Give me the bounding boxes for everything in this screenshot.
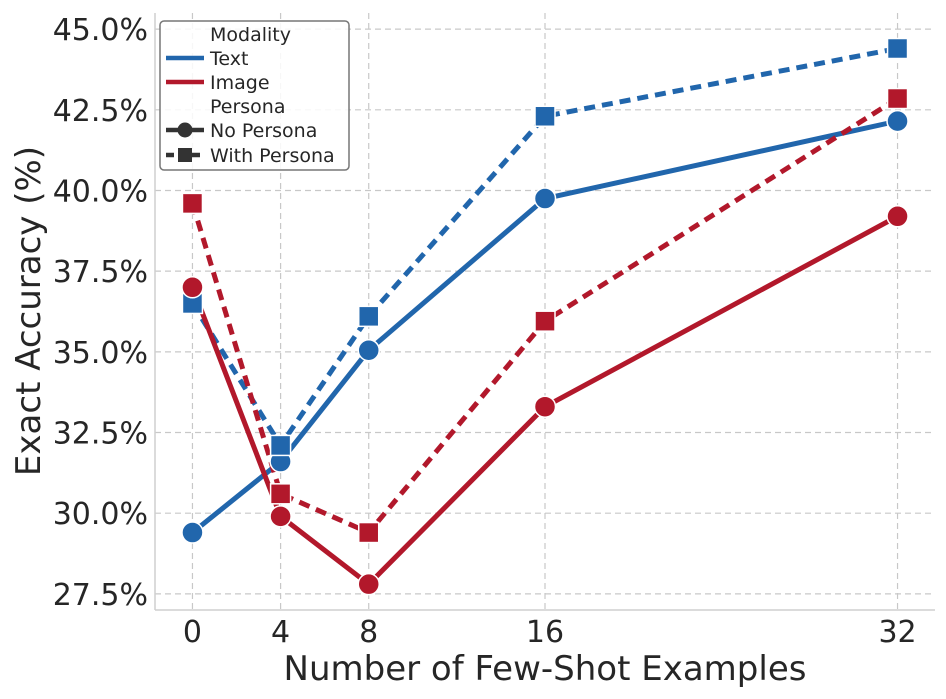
y-tick-label: 37.5% bbox=[53, 255, 148, 290]
data-point-image-no-persona bbox=[533, 395, 557, 418]
y-tick-label: 40.0% bbox=[53, 174, 148, 209]
legend-modality-title: Modality bbox=[210, 24, 291, 46]
legend-no-persona-marker bbox=[177, 122, 193, 138]
data-point-text-no-persona bbox=[357, 338, 380, 362]
data-point-image-with-persona bbox=[357, 521, 380, 544]
data-point-image-no-persona bbox=[886, 205, 909, 228]
y-tick-label: 27.5% bbox=[53, 578, 148, 613]
legend-text-label: Text bbox=[209, 48, 248, 70]
data-point-image-with-persona bbox=[886, 87, 909, 110]
y-axis-title: Exact Accuracy (%) bbox=[9, 146, 49, 476]
plot-frame bbox=[154, 13, 935, 611]
data-point-image-with-persona bbox=[269, 483, 292, 505]
x-tick-label: 8 bbox=[359, 615, 378, 650]
data-point-text-with-persona bbox=[269, 434, 292, 457]
data-point-image-no-persona bbox=[269, 505, 292, 528]
legend-with-persona-marker bbox=[178, 148, 192, 162]
y-tick-label: 45.0% bbox=[53, 13, 148, 48]
data-point-text-with-persona bbox=[886, 37, 909, 60]
x-axis-title: Number of Few-Shot Examples bbox=[284, 649, 807, 689]
y-tick-label: 32.5% bbox=[53, 417, 148, 452]
x-tick-label: 32 bbox=[878, 615, 916, 650]
y-axis-ticks: 27.5% 30.0% 32.5% 35.0% 37.5% 40.0% 42.5% 45.0% bbox=[53, 13, 148, 613]
data-point-image-with-persona bbox=[181, 192, 204, 215]
legend-box bbox=[159, 20, 350, 171]
data-point-text-no-persona bbox=[181, 521, 204, 544]
legend-with-persona-label: With Persona bbox=[210, 145, 335, 167]
series-markers bbox=[181, 37, 909, 596]
legend-no-persona-label: No Persona bbox=[210, 120, 317, 142]
data-point-text-no-persona bbox=[886, 109, 909, 133]
x-axis-ticks: 0 4 8 16 32 bbox=[183, 615, 917, 650]
y-tick-label: 42.5% bbox=[53, 94, 148, 129]
data-point-image-with-persona bbox=[534, 310, 556, 332]
data-point-text-with-persona bbox=[357, 305, 380, 328]
data-point-text-with-persona bbox=[534, 105, 556, 128]
y-tick-label: 30.0% bbox=[53, 497, 148, 532]
legend-persona-title: Persona bbox=[210, 96, 286, 118]
y-tick-label: 35.0% bbox=[53, 336, 148, 371]
data-point-image-no-persona bbox=[181, 276, 204, 299]
x-tick-label: 16 bbox=[526, 615, 564, 650]
data-point-image-no-persona bbox=[357, 572, 380, 596]
data-point-text-no-persona bbox=[533, 187, 557, 210]
legend-image-label: Image bbox=[210, 72, 270, 94]
legend: Modality Text Image Persona No Persona W… bbox=[159, 20, 350, 171]
x-tick-label: 4 bbox=[271, 615, 290, 650]
x-tick-label: 0 bbox=[183, 615, 202, 650]
